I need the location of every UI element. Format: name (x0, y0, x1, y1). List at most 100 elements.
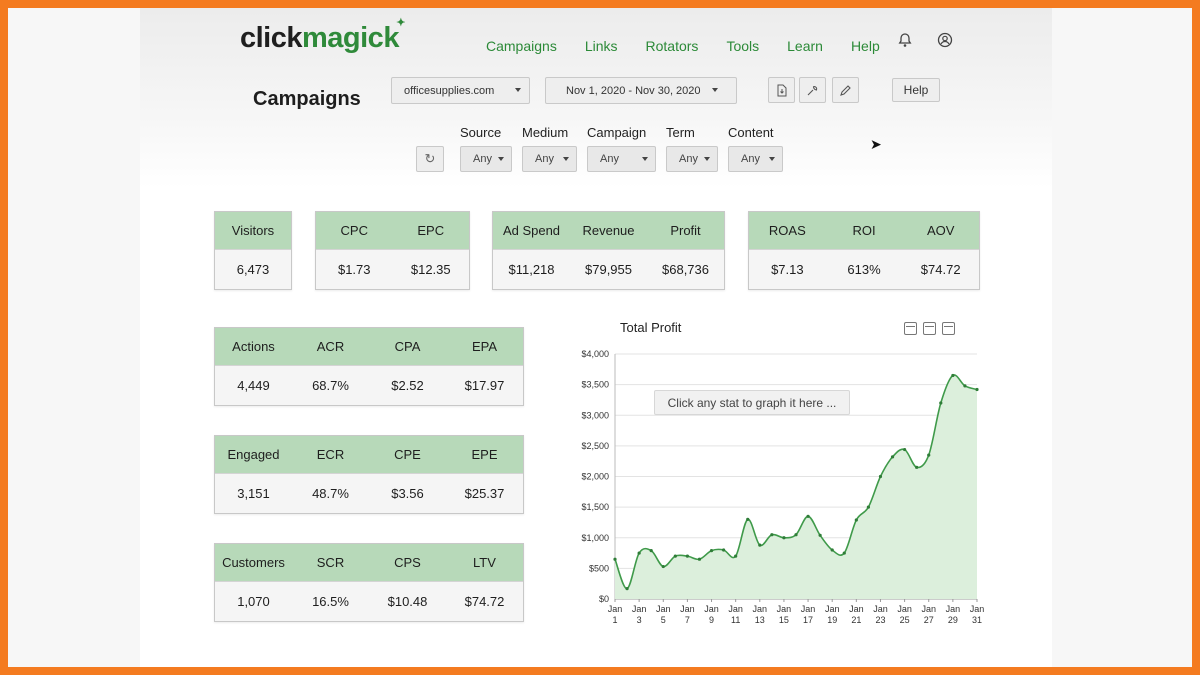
filter-source-value: Any (473, 153, 492, 165)
data-point (890, 455, 895, 459)
calendar-week-icon[interactable] (923, 322, 936, 335)
edit-button[interactable] (832, 77, 859, 103)
page: clickmagick ✦ Campaigns Links Rotators T… (140, 8, 1052, 667)
data-point (903, 447, 907, 452)
stat-card-visitors[interactable]: Visitors 6,473 (214, 211, 292, 290)
filter-source-select[interactable]: Any (460, 146, 512, 172)
chevron-down-icon (498, 157, 504, 161)
filter-campaign-value: Any (600, 153, 619, 165)
stat-header[interactable]: CPS (394, 555, 421, 570)
stat-card-cpc-epc[interactable]: CPC EPC $1.73 $12.35 (315, 211, 470, 290)
nav-learn[interactable]: Learn (787, 38, 823, 54)
stat-value[interactable]: $3.56 (391, 486, 424, 501)
stat-header[interactable]: SCR (316, 555, 345, 570)
stat-value[interactable]: 16.5% (312, 594, 349, 609)
x-tick-label-day: 19 (827, 615, 837, 625)
nav-rotators[interactable]: Rotators (645, 38, 699, 54)
y-tick-label: $2,500 (581, 441, 609, 451)
stat-header[interactable]: Actions (232, 339, 275, 354)
chevron-down-icon (704, 157, 710, 161)
filter-campaign-select[interactable]: Any (587, 146, 656, 172)
settings-button[interactable] (799, 77, 826, 103)
data-point (649, 549, 653, 553)
stat-header[interactable]: Customers (222, 555, 285, 570)
stat-value[interactable]: $68,736 (662, 262, 709, 277)
stat-value[interactable]: $7.13 (771, 262, 804, 277)
file-export-icon (777, 84, 786, 96)
stat-value[interactable]: $10.48 (387, 594, 428, 609)
nav-help[interactable]: Help (850, 38, 880, 54)
stat-header[interactable]: Visitors (231, 223, 275, 238)
stat-card-roas-roi-aov[interactable]: ROAS ROI AOV $7.13 613% $74.72 (748, 211, 980, 290)
stat-header[interactable]: Revenue (582, 223, 635, 238)
filter-label-content: Content (728, 125, 774, 140)
stat-header[interactable]: EPA (471, 339, 498, 354)
stat-header[interactable]: EPC (417, 223, 445, 238)
data-point (637, 551, 641, 555)
stat-header[interactable]: AOV (926, 223, 955, 238)
calendar-month-icon[interactable] (942, 322, 955, 335)
nav-tools[interactable]: Tools (726, 38, 760, 54)
refresh-icon: ↻ (424, 151, 436, 166)
stat-value[interactable]: $74.72 (920, 262, 961, 277)
x-tick-label-day: 9 (709, 615, 714, 625)
stat-header[interactable]: CPE (394, 447, 421, 462)
stat-header[interactable]: Ad Spend (502, 223, 561, 238)
x-tick-label-month: Jan (656, 604, 671, 614)
nav-links[interactable]: Links (584, 38, 618, 54)
mouse-cursor-icon: ➤ (870, 136, 882, 152)
stat-header[interactable]: Profit (670, 223, 701, 238)
stat-card-actions[interactable]: Actions ACR CPA EPA 4,449 68.7% $2.52 $17.97 (214, 327, 524, 406)
nav-campaigns[interactable]: Campaigns (486, 38, 557, 54)
stat-value[interactable]: $17.97 (464, 378, 505, 393)
stat-card-engaged[interactable]: Engaged ECR CPE EPE 3,151 48.7% $3.56 $25.37 (214, 435, 524, 514)
stat-value[interactable]: $12.35 (410, 262, 451, 277)
stat-header[interactable]: LTV (473, 555, 496, 570)
refresh-button[interactable]: ↻ (416, 146, 444, 172)
stat-value[interactable]: 68.7% (312, 378, 349, 393)
stat-header[interactable]: CPC (340, 223, 368, 238)
stat-value[interactable]: 613% (847, 262, 881, 277)
domain-select[interactable]: officesupplies.com (391, 77, 530, 104)
date-range-value: Nov 1, 2020 - Nov 30, 2020 (566, 84, 701, 97)
data-point (746, 517, 750, 521)
stat-header[interactable]: EPE (471, 447, 498, 462)
export-button[interactable] (768, 77, 795, 103)
logo[interactable]: clickmagick ✦ (240, 17, 405, 55)
stat-header[interactable]: Engaged (227, 447, 280, 462)
stat-value[interactable]: 3,151 (237, 486, 270, 501)
stat-value[interactable]: $74.72 (464, 594, 505, 609)
bell-icon[interactable] (895, 30, 915, 50)
x-tick-label-month: Jan (897, 604, 912, 614)
chart-hint: Click any stat to graph it here ... (654, 390, 850, 415)
stat-header[interactable]: CPA (394, 339, 421, 354)
stat-header[interactable]: ECR (316, 447, 345, 462)
x-tick-label-day: 27 (924, 615, 934, 625)
x-tick-label-day: 3 (637, 615, 642, 625)
stat-card-spend-revenue-profit[interactable]: Ad Spend Revenue Profit $11,218 $79,955 $68,… (492, 211, 725, 290)
stat-value[interactable]: $11,218 (508, 262, 555, 277)
stat-value[interactable]: 48.7% (312, 486, 349, 501)
stat-value[interactable]: $79,955 (585, 262, 632, 277)
stat-value[interactable]: 6,473 (236, 262, 270, 277)
chart-plot[interactable]: $0 $500 $1,000 $1,500 $2,000 $2,500 $3,000 $3,5… (560, 320, 992, 630)
y-tick-label: $3,500 (581, 380, 609, 390)
filter-content-select[interactable]: Any (728, 146, 783, 172)
calendar-day-icon[interactable] (904, 322, 917, 335)
x-tick-label-day: 7 (685, 615, 690, 625)
stat-header[interactable]: ACR (316, 339, 345, 354)
stat-value[interactable]: 4,449 (237, 378, 270, 393)
stat-header[interactable]: ROI (852, 223, 876, 238)
user-circle-icon[interactable] (935, 30, 955, 50)
stat-card-customers[interactable]: Customers SCR CPS LTV 1,070 16.5% $10.48 $74.7… (214, 543, 524, 622)
stat-value[interactable]: 1,070 (237, 594, 270, 609)
help-button[interactable]: Help (892, 78, 940, 102)
stat-value[interactable]: $1.73 (337, 262, 371, 277)
filter-term-select[interactable]: Any (666, 146, 718, 172)
data-point (794, 533, 798, 537)
date-range-select[interactable]: Nov 1, 2020 - Nov 30, 2020 (545, 77, 737, 104)
stat-header[interactable]: ROAS (768, 223, 806, 238)
filter-medium-select[interactable]: Any (522, 146, 577, 172)
stat-value[interactable]: $2.52 (391, 378, 424, 393)
stat-value[interactable]: $25.37 (464, 486, 505, 501)
